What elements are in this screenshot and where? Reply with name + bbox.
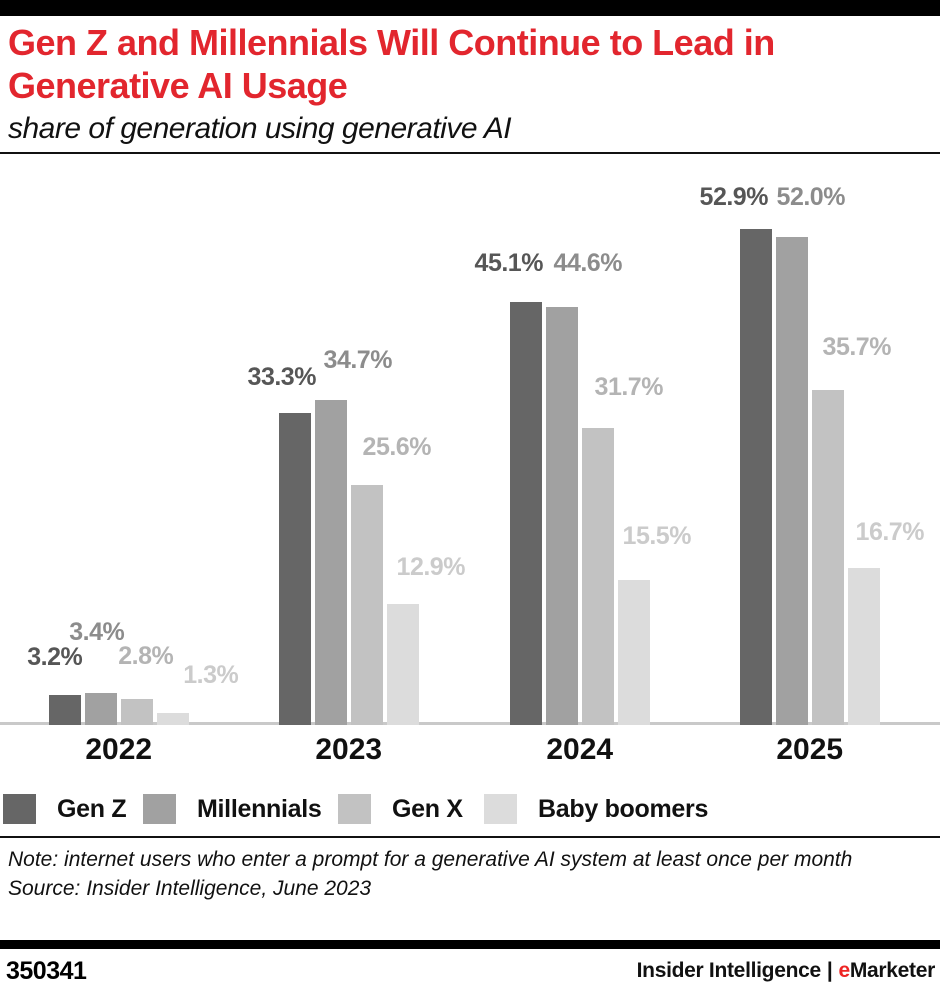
bar-2022-millennials [85,693,117,725]
bar-2024-baby-boomers [618,579,650,725]
x-axis-label-2022: 2022 [85,733,153,766]
bar-2022-gen-x [121,698,153,725]
bar-value-label: 3.4% [69,618,125,647]
note-text: Note: internet users who enter a prompt … [8,848,853,871]
legend-item-millennials: Millennials [143,794,322,824]
chart-id: 350341 [6,957,87,985]
legend-item-gen-z: Gen Z [3,794,127,824]
bar-2025-millennials [776,237,808,725]
bar-value-label: 45.1% [474,249,544,278]
chart-title: Gen Z and Millennials Will Continue to L… [8,21,928,107]
legend-label: Gen Z [57,794,127,823]
bar-2023-gen-z [279,412,311,725]
footnote-block: Note: internet users who enter a prompt … [8,845,888,903]
bar-value-label: 33.3% [247,362,317,391]
bar-2024-gen-x [582,427,614,725]
x-axis-label-2024: 2024 [546,733,614,766]
chart-subtitle: share of generation using generative AI [8,112,512,145]
bar-2022-gen-z [49,695,81,725]
legend-label: Millennials [197,794,322,823]
bar-value-label: 35.7% [822,333,892,362]
bar-value-label: 2.8% [118,641,174,670]
chart-title-line-1: Gen Z and Millennials Will Continue to L… [8,22,775,63]
bar-value-label: 25.6% [362,433,432,461]
bar-2024-millennials [546,306,578,725]
bar-2023-gen-x [351,485,383,725]
bar-value-label: 52.9% [699,183,769,211]
bar-value-label: 31.7% [594,372,664,401]
bar-2023-millennials [315,399,347,725]
brand-signature: Insider Intelligence | eMarketer [636,959,936,983]
bar-2025-gen-x [812,390,844,725]
bar-value-label: 44.6% [553,248,623,277]
chart-title-line-2: Generative AI Usage [8,65,348,106]
bar-value-label: 34.7% [323,345,393,374]
legend-item-baby-boomers: Baby boomers [484,794,708,824]
legend: Gen Z Millennials Gen X Baby boomers [0,794,940,824]
bar-chart-plot-area: 3.2% 33.3% 45.1% 52.9% 3.4% 34.7% 44.6% 52.0% 2.… [0,183,940,725]
brand-separator: | [826,959,833,982]
bar-value-label: 3.2% [27,643,83,671]
legend-swatch [3,794,36,824]
brand-emarketer-e: e [838,959,850,982]
bar-value-label: 15.5% [622,521,692,550]
legend-divider [0,836,940,838]
top-black-bar [0,0,940,16]
bar-value-label: 52.0% [776,183,846,212]
x-axis-label-2025: 2025 [776,733,844,766]
bar-2025-gen-z [740,229,772,725]
legend-item-gen-x: Gen X [338,794,463,824]
bar-2024-gen-z [510,302,542,725]
x-axis-label-2023: 2023 [315,733,383,766]
legend-swatch [143,794,176,824]
bar-2022-baby-boomers [157,712,189,725]
bar-value-label: 1.3% [183,660,239,689]
bar-value-label: 16.7% [855,518,925,547]
legend-swatch [338,794,371,824]
bar-2023-baby-boomers [387,604,419,725]
bar-2025-baby-boomers [848,568,880,725]
brand-insider-intelligence: Insider Intelligence [636,959,822,982]
x-axis-line [0,722,940,725]
brand-emarketer-rest: Marketer [849,959,935,982]
subtitle-divider [0,152,940,154]
footer-black-bar [0,940,940,949]
legend-swatch [484,794,517,824]
legend-label: Baby boomers [538,794,709,823]
legend-label: Gen X [392,794,463,823]
bar-value-label: 12.9% [396,553,466,581]
source-text: Source: Insider Intelligence, June 2023 [8,877,372,900]
